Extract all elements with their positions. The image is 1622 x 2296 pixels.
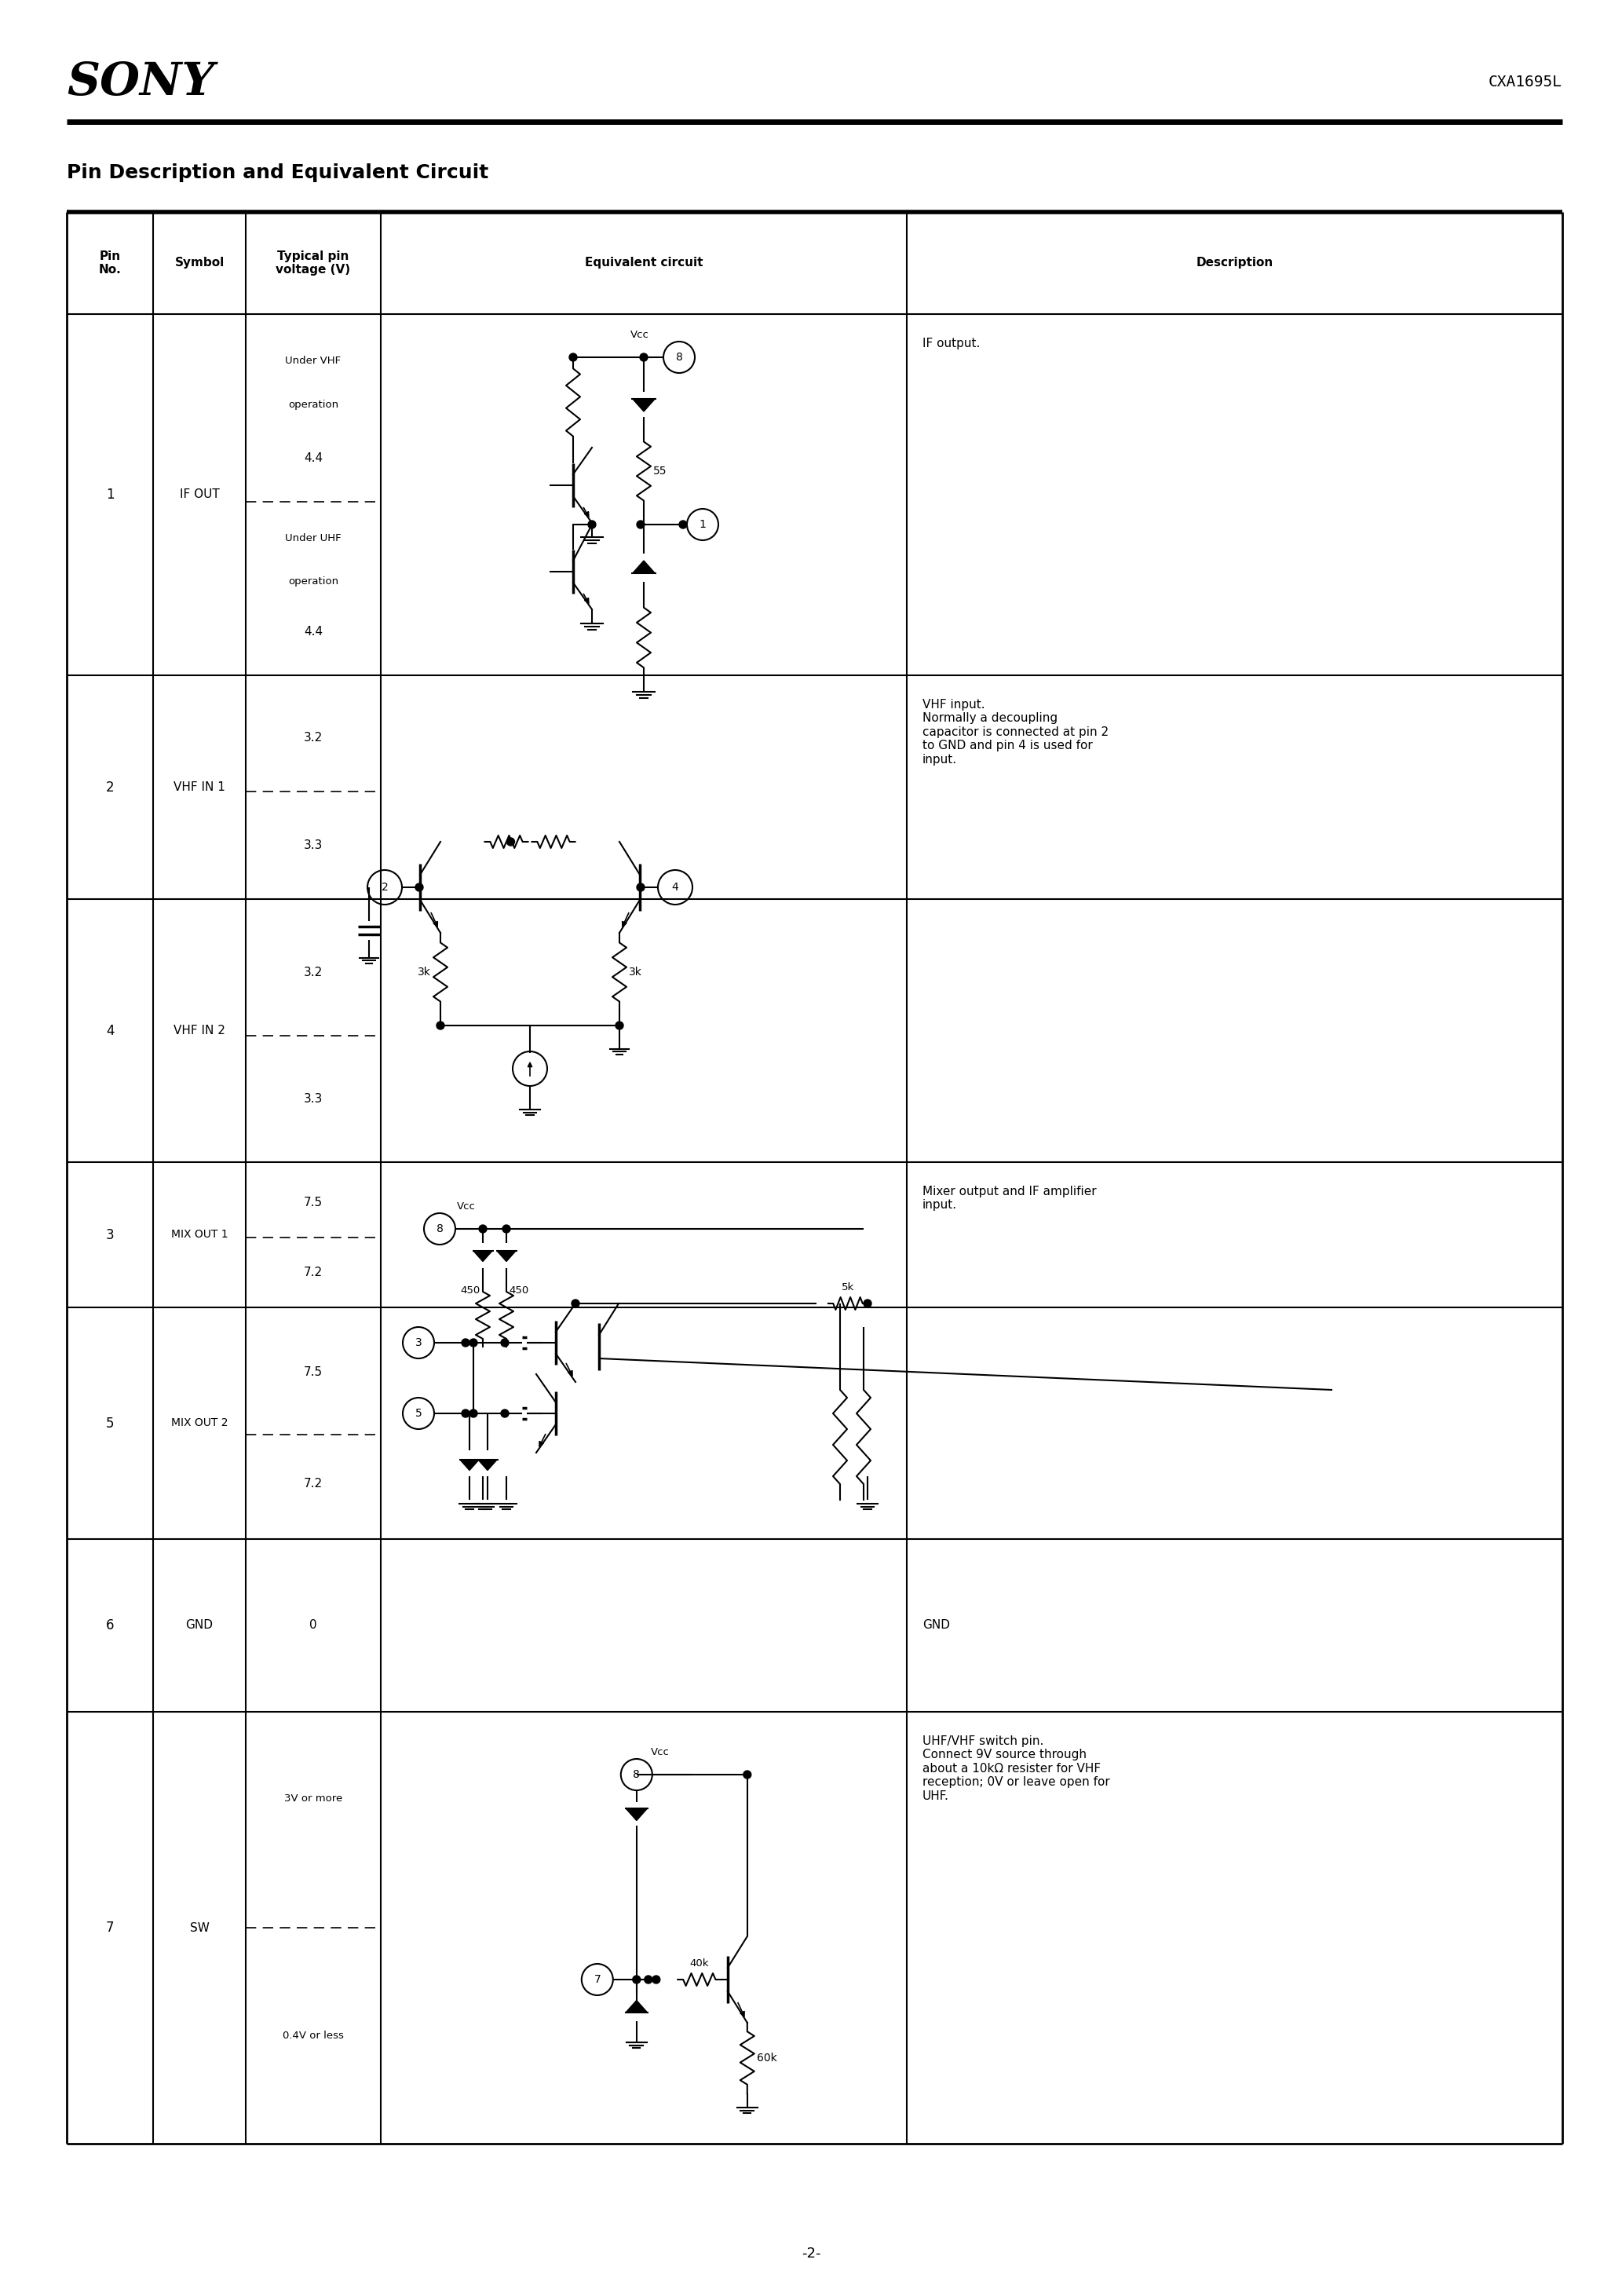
Circle shape xyxy=(680,521,688,528)
Text: 60k: 60k xyxy=(757,2053,777,2064)
Text: Under UHF: Under UHF xyxy=(285,533,341,544)
Text: GND: GND xyxy=(923,1619,950,1630)
Circle shape xyxy=(644,1975,652,1984)
Text: 3.2: 3.2 xyxy=(303,732,323,744)
Circle shape xyxy=(743,1770,751,1779)
Text: IF OUT: IF OUT xyxy=(180,489,219,501)
Circle shape xyxy=(589,521,595,528)
Text: Pin Description and Equivalent Circuit: Pin Description and Equivalent Circuit xyxy=(67,163,488,181)
Circle shape xyxy=(637,884,644,891)
Circle shape xyxy=(863,1300,871,1306)
Polygon shape xyxy=(496,1251,516,1261)
Text: 3k: 3k xyxy=(629,967,642,978)
Text: Typical pin
voltage (V): Typical pin voltage (V) xyxy=(276,250,350,276)
Text: Equivalent circuit: Equivalent circuit xyxy=(584,257,702,269)
Text: 7.2: 7.2 xyxy=(303,1479,323,1490)
Text: 3V or more: 3V or more xyxy=(284,1793,342,1802)
Text: VHF IN 2: VHF IN 2 xyxy=(174,1024,225,1035)
Text: 4.4: 4.4 xyxy=(303,627,323,638)
Polygon shape xyxy=(626,2000,647,2011)
Text: CXA1695L: CXA1695L xyxy=(1489,76,1562,90)
Text: 8: 8 xyxy=(633,1770,641,1779)
Circle shape xyxy=(415,884,423,891)
Circle shape xyxy=(478,1226,487,1233)
Text: 7: 7 xyxy=(594,1975,600,1986)
Circle shape xyxy=(637,521,644,528)
Polygon shape xyxy=(633,560,655,574)
Text: Vcc: Vcc xyxy=(457,1201,475,1212)
Text: 2: 2 xyxy=(105,781,114,794)
Text: 4: 4 xyxy=(672,882,678,893)
Text: 1: 1 xyxy=(699,519,706,530)
Text: 7.5: 7.5 xyxy=(303,1366,323,1378)
Text: Under VHF: Under VHF xyxy=(285,356,341,365)
Text: 2: 2 xyxy=(381,882,388,893)
Text: 3: 3 xyxy=(105,1228,114,1242)
Text: 3.3: 3.3 xyxy=(303,840,323,852)
Text: 1: 1 xyxy=(105,487,114,503)
Text: 450: 450 xyxy=(509,1286,529,1295)
Text: -2-: -2- xyxy=(801,2245,821,2262)
Text: UHF/VHF switch pin.
Connect 9V source through
about a 10kΩ resister for VHF
rece: UHF/VHF switch pin. Connect 9V source th… xyxy=(923,1736,1109,1802)
Circle shape xyxy=(571,1300,579,1306)
Text: 3.2: 3.2 xyxy=(303,967,323,978)
Text: GND: GND xyxy=(185,1619,212,1630)
Text: 3k: 3k xyxy=(418,967,431,978)
Text: MIX OUT 1: MIX OUT 1 xyxy=(170,1228,229,1240)
Circle shape xyxy=(615,1022,623,1029)
Text: VHF input.
Normally a decoupling
capacitor is connected at pin 2
to GND and pin : VHF input. Normally a decoupling capacit… xyxy=(923,698,1109,765)
Circle shape xyxy=(462,1339,469,1348)
Polygon shape xyxy=(478,1460,496,1469)
Circle shape xyxy=(569,354,577,360)
Text: 5: 5 xyxy=(415,1407,422,1419)
Text: Pin
No.: Pin No. xyxy=(99,250,122,276)
Text: MIX OUT 2: MIX OUT 2 xyxy=(170,1417,227,1428)
Text: Symbol: Symbol xyxy=(175,257,224,269)
Text: 0: 0 xyxy=(310,1619,316,1630)
Circle shape xyxy=(436,1022,444,1029)
Text: operation: operation xyxy=(289,576,339,585)
Text: 7.2: 7.2 xyxy=(303,1267,323,1279)
Text: 3: 3 xyxy=(415,1336,422,1348)
Text: 8: 8 xyxy=(676,351,683,363)
Circle shape xyxy=(501,1339,509,1348)
Text: SW: SW xyxy=(190,1922,209,1933)
Polygon shape xyxy=(626,1809,647,1821)
Text: 5k: 5k xyxy=(842,1281,855,1293)
Text: 5: 5 xyxy=(105,1417,114,1430)
Text: SONY: SONY xyxy=(67,60,214,106)
Circle shape xyxy=(462,1410,469,1417)
Circle shape xyxy=(501,1410,509,1417)
Text: 4: 4 xyxy=(105,1024,114,1038)
Circle shape xyxy=(633,1975,641,1984)
Text: 8: 8 xyxy=(436,1224,443,1235)
Circle shape xyxy=(652,1975,660,1984)
Circle shape xyxy=(506,838,514,845)
Text: 6: 6 xyxy=(105,1619,114,1632)
Text: 7: 7 xyxy=(105,1922,114,1936)
Text: IF output.: IF output. xyxy=(923,338,980,349)
Text: VHF IN 1: VHF IN 1 xyxy=(174,781,225,792)
Text: Vcc: Vcc xyxy=(650,1747,670,1756)
Polygon shape xyxy=(633,400,655,411)
Text: Vcc: Vcc xyxy=(631,331,649,340)
Circle shape xyxy=(469,1410,477,1417)
Circle shape xyxy=(503,1226,511,1233)
Circle shape xyxy=(639,354,647,360)
Polygon shape xyxy=(474,1251,491,1261)
Text: 7.5: 7.5 xyxy=(303,1196,323,1208)
Text: 55: 55 xyxy=(654,466,667,478)
Text: Mixer output and IF amplifier
input.: Mixer output and IF amplifier input. xyxy=(923,1185,1096,1210)
Text: 0.4V or less: 0.4V or less xyxy=(282,2030,344,2041)
Text: 450: 450 xyxy=(461,1286,480,1295)
Text: 4.4: 4.4 xyxy=(303,452,323,464)
Text: operation: operation xyxy=(289,400,339,409)
Text: Description: Description xyxy=(1195,257,1273,269)
Text: 40k: 40k xyxy=(689,1958,709,1968)
Text: 3.3: 3.3 xyxy=(303,1093,323,1104)
Circle shape xyxy=(469,1339,477,1348)
Polygon shape xyxy=(461,1460,478,1469)
